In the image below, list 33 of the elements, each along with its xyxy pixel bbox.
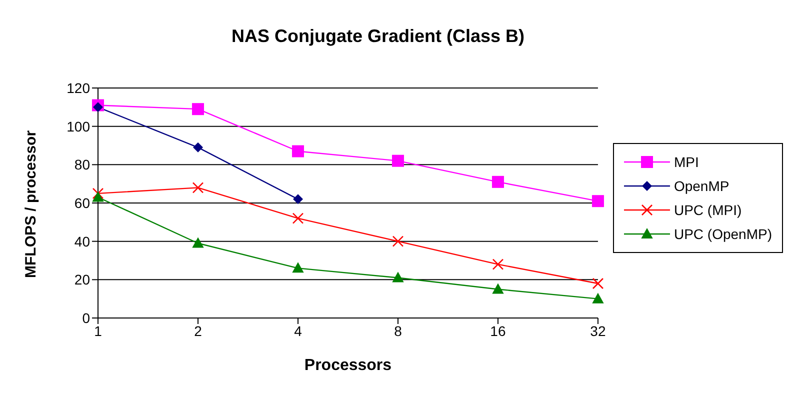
y-tick-label: 40	[74, 233, 90, 250]
y-tick-label: 120	[66, 80, 90, 96]
x-tick-label: 4	[294, 322, 302, 339]
point	[392, 154, 404, 167]
y-tick-label: 80	[74, 156, 90, 173]
point	[192, 238, 204, 248]
point	[392, 272, 404, 282]
point	[592, 293, 604, 304]
point	[492, 284, 504, 294]
legend-label: UPC (OpenMP)	[674, 226, 772, 242]
x-tick-label: 32	[590, 322, 606, 339]
y-tick-label: 0	[82, 310, 90, 326]
point	[592, 195, 604, 208]
y-tick-label: 100	[66, 118, 90, 134]
y-tick-label: 20	[74, 272, 90, 288]
x-tick-label: 16	[490, 322, 506, 339]
point	[292, 194, 303, 204]
y-tick-label: 60	[74, 194, 90, 211]
point	[192, 142, 203, 152]
y-axis-title: MFLOPS / processor	[22, 130, 40, 278]
point	[292, 262, 304, 273]
x-axis-title: Processors	[304, 357, 392, 374]
chart-title: NAS Conjugate Gradient (Class B)	[230, 26, 526, 47]
point	[192, 103, 204, 116]
legend-label: OpenMP	[674, 178, 730, 194]
point	[292, 145, 304, 158]
point	[492, 176, 504, 188]
point	[93, 102, 103, 112]
x-tick-label: 1	[94, 322, 102, 339]
legend-label: MPI	[674, 154, 699, 170]
x-tick-label: 2	[194, 322, 202, 339]
legend-label: UPC (MPI)	[674, 202, 742, 218]
x-tick-label: 8	[394, 322, 402, 339]
